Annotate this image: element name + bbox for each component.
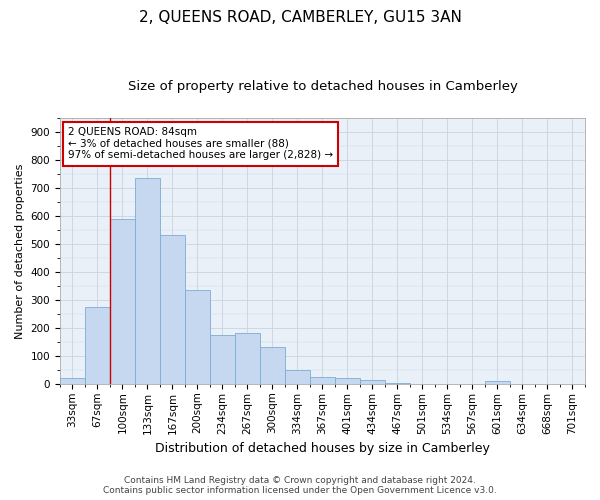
Bar	[310, 377, 335, 384]
Bar	[360, 380, 385, 384]
Text: 2 QUEENS ROAD: 84sqm
← 3% of detached houses are smaller (88)
97% of semi-detach: 2 QUEENS ROAD: 84sqm ← 3% of detached ho…	[68, 127, 333, 160]
Text: 2, QUEENS ROAD, CAMBERLEY, GU15 3AN: 2, QUEENS ROAD, CAMBERLEY, GU15 3AN	[139, 10, 461, 25]
Bar	[135, 178, 160, 384]
Y-axis label: Number of detached properties: Number of detached properties	[15, 163, 25, 338]
Bar	[60, 378, 85, 384]
Bar	[260, 348, 285, 384]
Bar	[335, 378, 360, 384]
Bar	[485, 381, 510, 384]
Title: Size of property relative to detached houses in Camberley: Size of property relative to detached ho…	[128, 80, 517, 93]
X-axis label: Distribution of detached houses by size in Camberley: Distribution of detached houses by size …	[155, 442, 490, 455]
Bar	[110, 218, 135, 384]
Bar	[285, 370, 310, 384]
Bar	[160, 236, 185, 384]
Bar	[85, 307, 110, 384]
Bar	[385, 382, 410, 384]
Bar	[210, 335, 235, 384]
Text: Contains HM Land Registry data © Crown copyright and database right 2024.
Contai: Contains HM Land Registry data © Crown c…	[103, 476, 497, 495]
Bar	[235, 334, 260, 384]
Bar	[185, 290, 210, 384]
